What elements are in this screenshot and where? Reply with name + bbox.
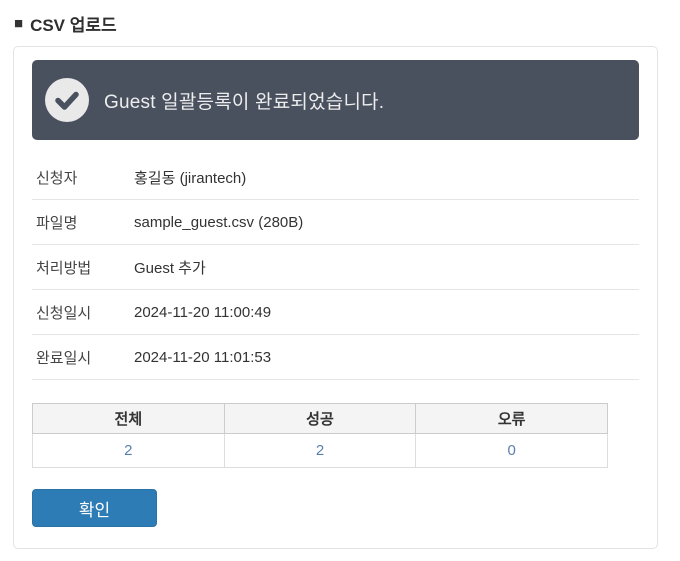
detail-value: 2024-11-20 11:00:49 (134, 303, 272, 321)
summary-header-row: 전체 성공 오류 (32, 403, 608, 434)
detail-value: 2024-11-20 11:01:53 (134, 348, 272, 366)
summary-header-success: 성공 (223, 403, 417, 434)
check-circle-icon (45, 78, 89, 122)
result-card: Guest 일괄등록이 완료되었습니다. 신청자 홍길동 (jirantech)… (13, 46, 658, 549)
detail-value: 홍길동 (jirantech) (134, 169, 247, 187)
detail-value: sample_guest.csv (280B) (134, 213, 304, 231)
title-square-icon: ■ (14, 14, 24, 32)
summary-value-success: 2 (223, 433, 417, 468)
detail-row-request-time: 신청일시 2024-11-20 11:00:49 (32, 290, 639, 335)
detail-row-filename: 파일명 sample_guest.csv (280B) (32, 200, 639, 245)
summary-header-error: 오류 (415, 403, 608, 434)
detail-label: 신청자 (36, 169, 78, 187)
detail-label: 파일명 (36, 214, 78, 232)
detail-label: 완료일시 (36, 349, 92, 367)
detail-label: 처리방법 (36, 259, 92, 277)
result-summary-table: 전체 성공 오류 2 2 0 (32, 403, 608, 468)
summary-value-row: 2 2 0 (32, 433, 608, 468)
upload-detail-list: 신청자 홍길동 (jirantech) 파일명 sample_guest.csv… (32, 155, 639, 380)
detail-row-complete-time: 완료일시 2024-11-20 11:01:53 (32, 335, 639, 380)
completion-banner: Guest 일괄등록이 완료되었습니다. (32, 60, 639, 140)
confirm-button[interactable]: 확인 (32, 489, 157, 527)
page-title: ■ CSV 업로드 (14, 12, 667, 35)
page-title-text: CSV 업로드 (30, 15, 117, 35)
detail-row-method: 처리방법 Guest 추가 (32, 245, 639, 290)
csv-upload-page: ■ CSV 업로드 Guest 일괄등록이 완료되었습니다. 신청자 홍길동 (… (13, 12, 667, 549)
completion-message: Guest 일괄등록이 완료되었습니다. (104, 91, 385, 113)
detail-label: 신청일시 (36, 304, 92, 322)
summary-value-total: 2 (32, 433, 225, 468)
detail-row-requester: 신청자 홍길동 (jirantech) (32, 155, 639, 200)
summary-value-error: 0 (415, 433, 608, 468)
summary-header-total: 전체 (32, 403, 225, 434)
detail-value: Guest 추가 (134, 259, 206, 277)
